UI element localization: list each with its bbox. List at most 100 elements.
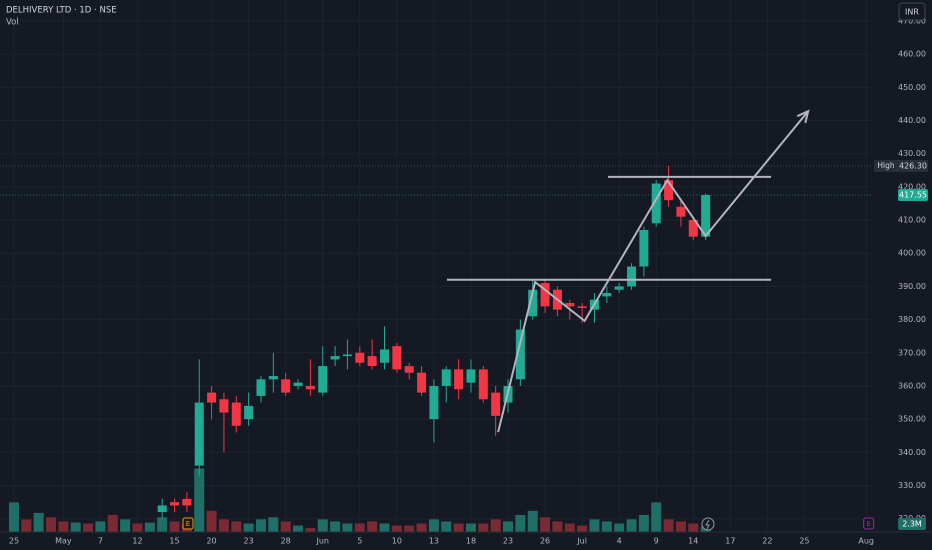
event-icon[interactable] [701,517,715,531]
volume-bar [515,514,526,532]
x-tick-label: 22 [762,537,772,546]
volume-bar [379,523,390,532]
volume-bar [404,525,415,532]
volume-bar [490,519,501,532]
earnings-marker-label: E [186,520,190,528]
volume-bar [8,502,19,532]
candle-body [639,229,649,267]
candle-body [441,369,451,386]
y-tick-label: 450.00 [898,83,926,92]
candle-body [244,405,254,420]
y-tick-label: 330.00 [898,481,926,490]
volume-bar [83,523,94,532]
volume-bar [280,521,291,532]
candle-body [170,502,180,506]
y-tick-label: 470.00 [898,16,926,25]
candle-body [342,354,352,357]
drawing-line [497,110,809,433]
candle-body [602,293,612,297]
candle-body [367,356,377,367]
volume-bar [107,514,118,532]
volume-bar [391,525,402,532]
candle-body [182,498,192,506]
candle-body [268,376,278,380]
x-tick-label: 17 [725,537,735,546]
candle-body [540,283,550,307]
candle-body [565,303,575,307]
volume-tag-label: 2.3M [902,520,922,529]
volume-bar [675,521,686,532]
currency-label: INR [905,8,919,17]
x-tick-label: 20 [206,537,216,546]
volume-bar [231,521,242,532]
volume-bar [132,523,143,532]
volume-bar [465,523,476,532]
volume-bar [58,521,69,532]
volume-bar [552,521,563,532]
candle-body [528,289,538,317]
x-tick-label: Aug [858,537,874,546]
candle-body [676,206,686,217]
x-tick-label: 13 [429,537,439,546]
volume-bar [589,519,600,532]
x-tick-label: 25 [799,537,809,546]
high-tag [874,159,898,172]
event-icon-bolt [705,519,710,530]
high-value-tag [898,159,928,172]
y-tick-label: 380.00 [898,315,926,324]
volume-bar [638,514,649,532]
candle-body [478,369,488,400]
x-tick-label: 14 [688,537,698,546]
volume-bar [194,468,205,532]
x-tick-label: 4 [617,537,622,546]
y-tick-label: 410.00 [898,216,926,225]
earnings-marker [863,517,875,530]
volume-bar [441,521,452,532]
y-tick-label: 400.00 [898,249,926,258]
volume-bar [540,517,551,532]
candle-body [664,180,674,201]
candle-body [491,392,501,416]
candle-body [207,392,217,403]
currency-button[interactable] [898,2,926,21]
volume-bar [120,519,131,532]
candle-body [701,194,711,237]
candle-body [194,402,204,466]
candle-body [404,366,414,373]
y-tick-label: 440.00 [898,116,926,125]
volume-bar [614,523,625,532]
volume-bar [305,527,316,532]
x-tick-label: 15 [169,537,179,546]
volume-bar [21,519,32,532]
y-tick-label: 420.00 [898,182,926,191]
y-tick-label: 350.00 [898,415,926,424]
candle-body [688,220,698,237]
volume-bar [354,523,365,532]
chart-title: DELHIVERY LTD · 1D · NSE [6,6,117,16]
volume-bar [478,523,489,532]
candle-body [651,183,661,224]
volume-bar [367,521,378,532]
volume-bar [577,525,588,532]
grid [0,165,872,196]
earnings-marker [182,517,194,530]
volume-bar [601,521,612,532]
earnings-marker-label: E [866,520,870,528]
x-tick-label: 28 [281,537,291,546]
candle-body [330,356,340,360]
y-tick-label: 430.00 [898,149,926,158]
candle-body [392,346,402,370]
volume-bar [503,521,514,532]
volume-bar [46,517,57,532]
arrow-head [796,109,810,124]
volume-bar [688,523,699,532]
volume-bar [564,523,575,532]
volume-bar [527,510,538,532]
candle-body [627,266,637,287]
volume-bar [293,525,304,532]
volume-bar [95,521,106,532]
volume-bar [268,517,279,532]
volume-title: Vol [6,18,19,28]
